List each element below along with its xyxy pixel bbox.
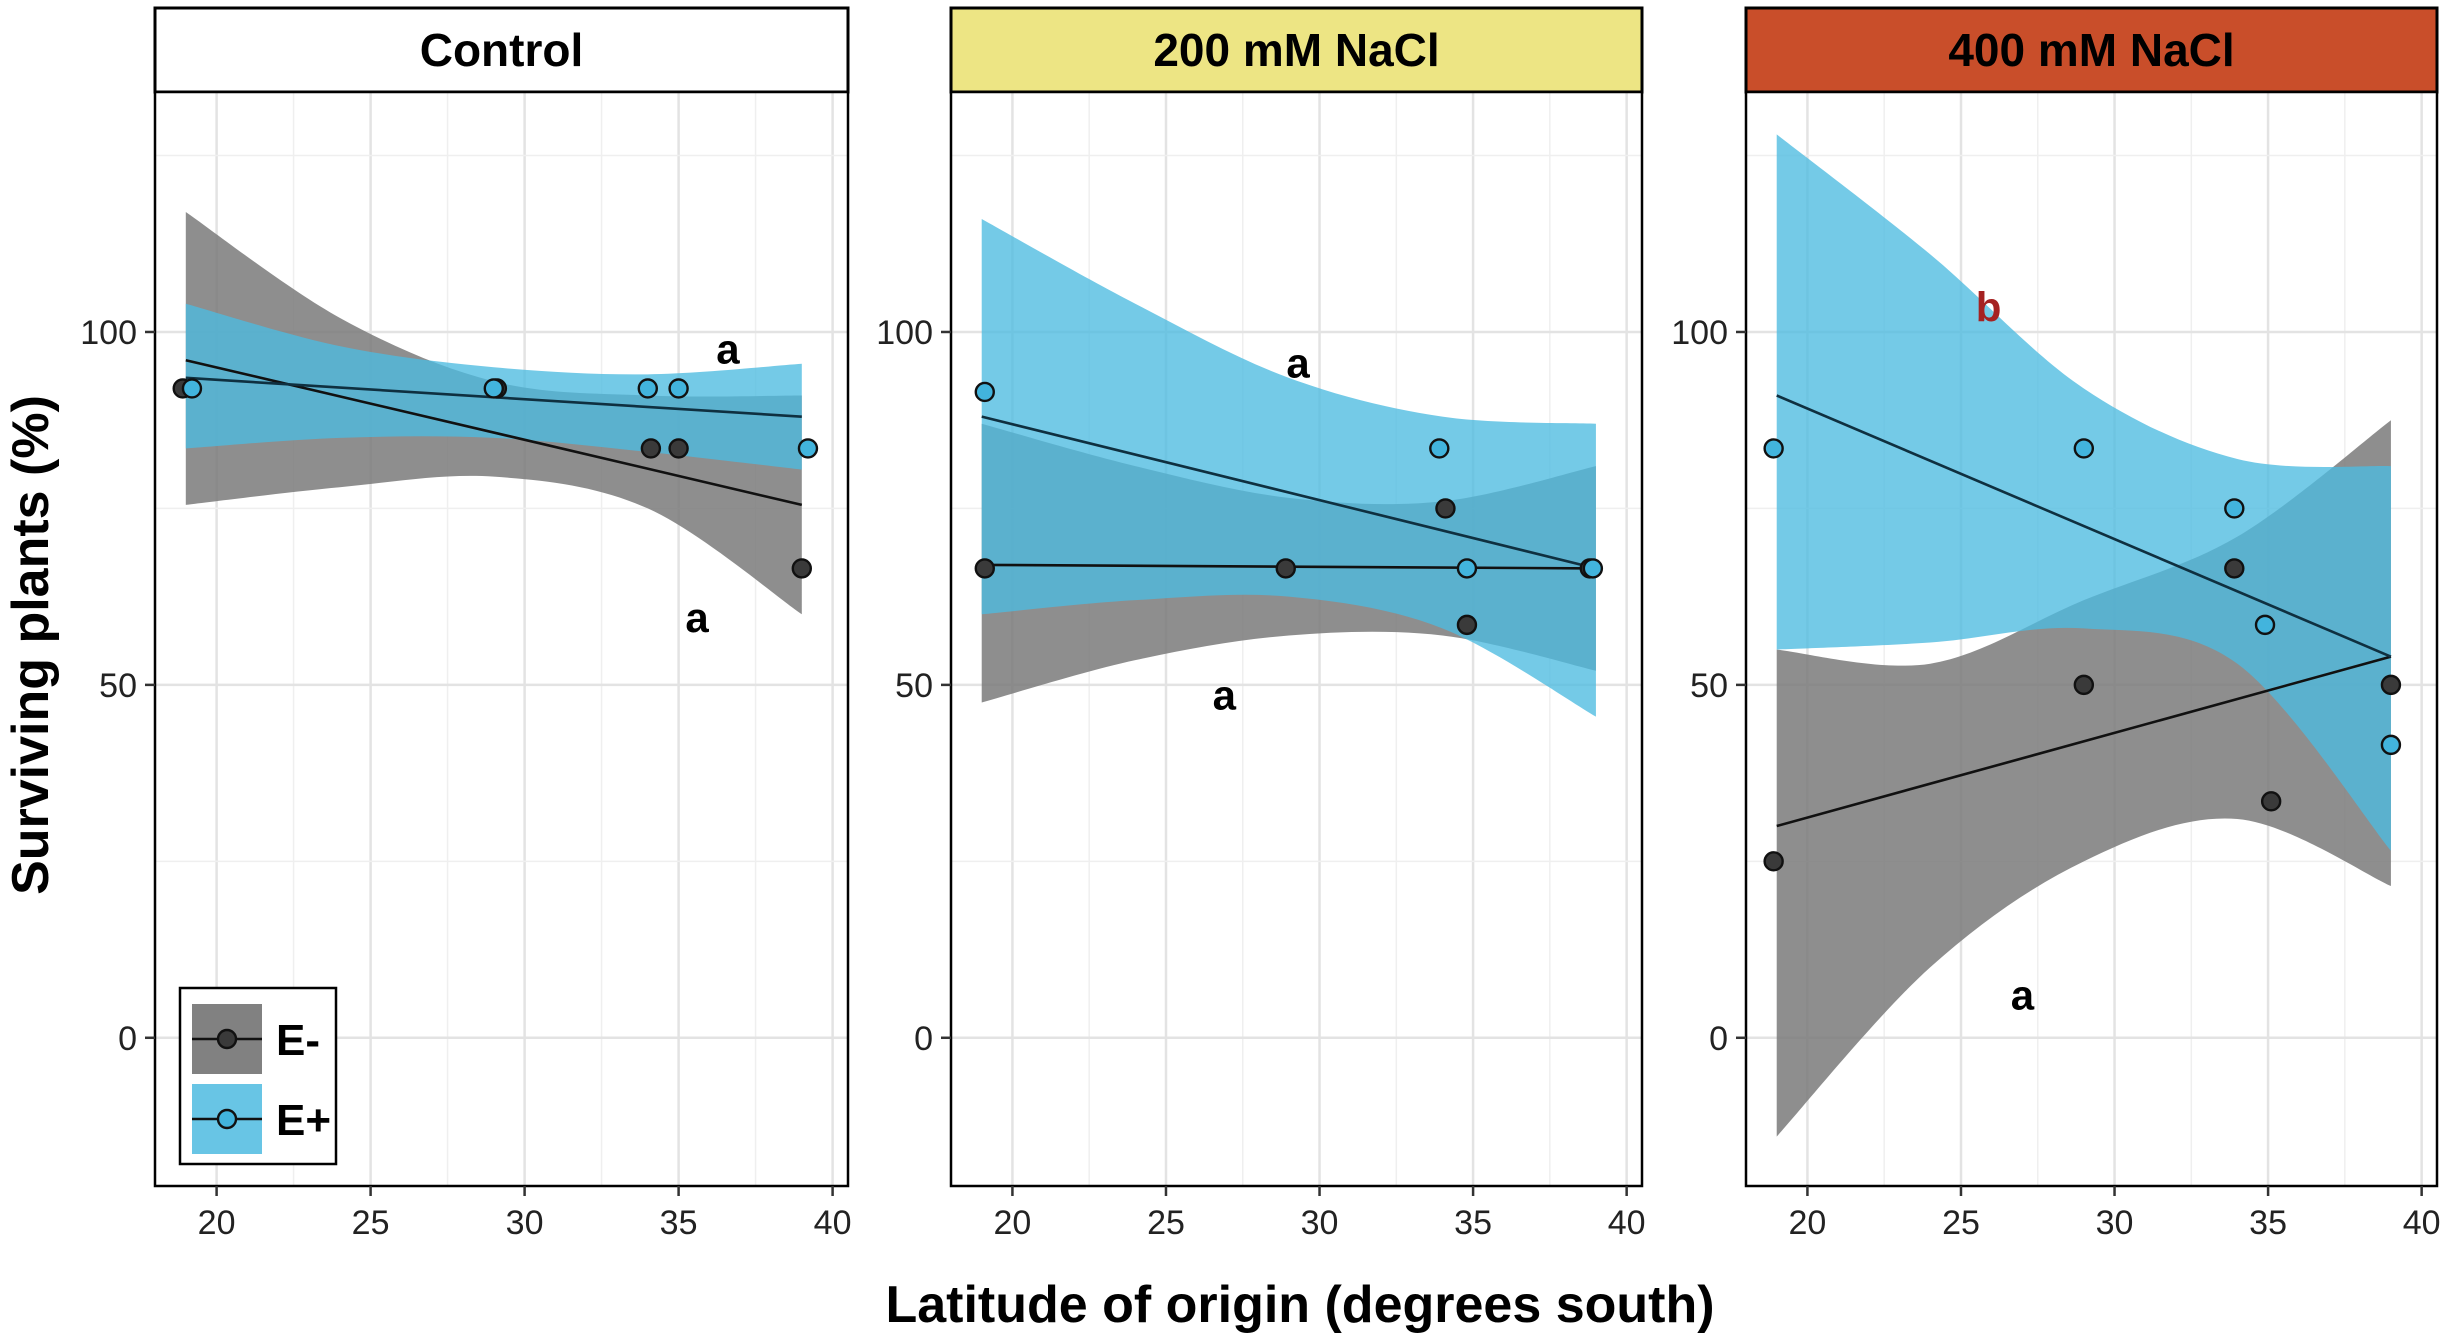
significance-letter: b [1976, 283, 2002, 330]
point-e-plus [1582, 558, 1604, 579]
point-e-plus [1763, 438, 1784, 459]
y-axis-ticks: 0 50 100 [876, 314, 951, 1058]
point-e-plus [483, 378, 504, 399]
x-tick-label: 20 [198, 1204, 236, 1242]
point-e-plus [2254, 614, 2276, 636]
panel-strip [949, 6, 1644, 94]
y-axis-ticks: 0 50 100 [1671, 314, 1746, 1058]
y-tick-label: 50 [895, 667, 933, 705]
fit-line-e-plus [981, 415, 1597, 570]
point-e-plus [181, 378, 203, 399]
x-axis-ticks: 20 25 30 35 40 [1789, 1186, 2441, 1242]
y-tick-label: 50 [99, 667, 137, 705]
point-e-plus [1429, 438, 1450, 459]
legend-key-point [216, 1028, 238, 1050]
x-axis-ticks: 20 25 30 35 40 [994, 1186, 1646, 1242]
legend-label-e-plus: E+ [276, 1096, 331, 1145]
panel-3: 400 mM NaCl b a 20 25 30 35 40 0 50 100 [1671, 6, 2441, 1242]
x-tick-label: 40 [2403, 1204, 2441, 1242]
panel-2: 200 mM NaCl a a 20 25 30 35 40 0 50 100 [876, 6, 1646, 1242]
x-tick-label: 30 [1301, 1204, 1339, 1242]
x-tick-label: 25 [1147, 1204, 1185, 1242]
point-e-minus [2380, 674, 2402, 696]
x-tick-label: 30 [2096, 1204, 2134, 1242]
x-tick-label: 20 [994, 1204, 1032, 1242]
point-e-plus [2224, 498, 2245, 519]
plot-data [974, 219, 1604, 717]
point-e-plus [668, 378, 689, 399]
point-e-minus [2073, 674, 2095, 696]
panel-strip-label: 200 mM NaCl [1153, 24, 1439, 76]
y-tick-label: 0 [1709, 1020, 1728, 1058]
x-axis-title: Latitude of origin (degrees south) [885, 1276, 1714, 1334]
point-e-plus [797, 438, 819, 459]
y-tick-label: 0 [118, 1020, 137, 1058]
point-e-minus [2224, 558, 2245, 579]
legend-key-point [216, 1108, 238, 1130]
x-tick-label: 35 [1454, 1204, 1492, 1242]
panel-1: Control a a 20 25 30 35 40 0 50 100 [80, 6, 852, 1242]
point-e-plus [1456, 558, 1478, 579]
point-e-minus [1275, 558, 1296, 579]
panel-border [153, 90, 850, 1188]
panel-strip-label: Control [420, 24, 584, 76]
significance-letter: a [2011, 971, 2035, 1018]
y-tick-label: 0 [914, 1020, 933, 1058]
point-e-plus [637, 378, 658, 399]
significance-letter: a [1286, 340, 1310, 387]
plot-data [172, 211, 819, 615]
x-tick-label: 25 [352, 1204, 390, 1242]
point-e-plus [974, 381, 995, 403]
point-e-minus [791, 558, 812, 579]
legend-label-e-minus: E- [276, 1016, 320, 1065]
x-axis-ticks: 20 25 30 35 40 [198, 1186, 852, 1242]
legend: E- E+ [178, 986, 338, 1166]
plot-data [1763, 134, 2402, 1137]
x-tick-label: 40 [1608, 1204, 1646, 1242]
point-e-plus [2380, 734, 2402, 756]
point-e-plus [2073, 438, 2095, 459]
significance-letter: a [685, 594, 709, 641]
ci-band-e-plus [981, 219, 1596, 717]
point-e-minus [974, 558, 995, 579]
significance-letter: a [1213, 671, 1237, 718]
y-axis-ticks: 0 50 100 [80, 314, 155, 1058]
fit-line-e-plus [1776, 394, 2392, 658]
x-tick-label: 30 [506, 1204, 544, 1242]
y-tick-label: 100 [876, 314, 933, 352]
panel-border [949, 90, 1644, 1188]
significance-letter: a [716, 326, 740, 373]
y-tick-label: 50 [1690, 667, 1728, 705]
point-e-minus [668, 438, 689, 459]
point-e-minus [1456, 614, 1478, 636]
panel-border [1744, 90, 2439, 1188]
panel-strip-label: 400 mM NaCl [1948, 24, 2234, 76]
x-tick-label: 20 [1789, 1204, 1827, 1242]
x-tick-label: 40 [814, 1204, 852, 1242]
point-e-minus [640, 438, 662, 459]
y-tick-label: 100 [1671, 314, 1728, 352]
y-tick-label: 100 [80, 314, 137, 352]
panel-strip [153, 6, 850, 94]
x-tick-label: 25 [1942, 1204, 1980, 1242]
x-tick-label: 35 [660, 1204, 698, 1242]
point-e-minus [1763, 851, 1784, 872]
y-axis-title: Surviving plants (%) [2, 395, 60, 895]
point-e-minus [2260, 791, 2282, 812]
point-e-minus [1435, 498, 1456, 519]
panel-strip [1744, 6, 2439, 94]
ci-band-e-plus [1776, 134, 2391, 851]
fit-line-e-minus [1776, 655, 2392, 828]
x-tick-label: 35 [2249, 1204, 2287, 1242]
